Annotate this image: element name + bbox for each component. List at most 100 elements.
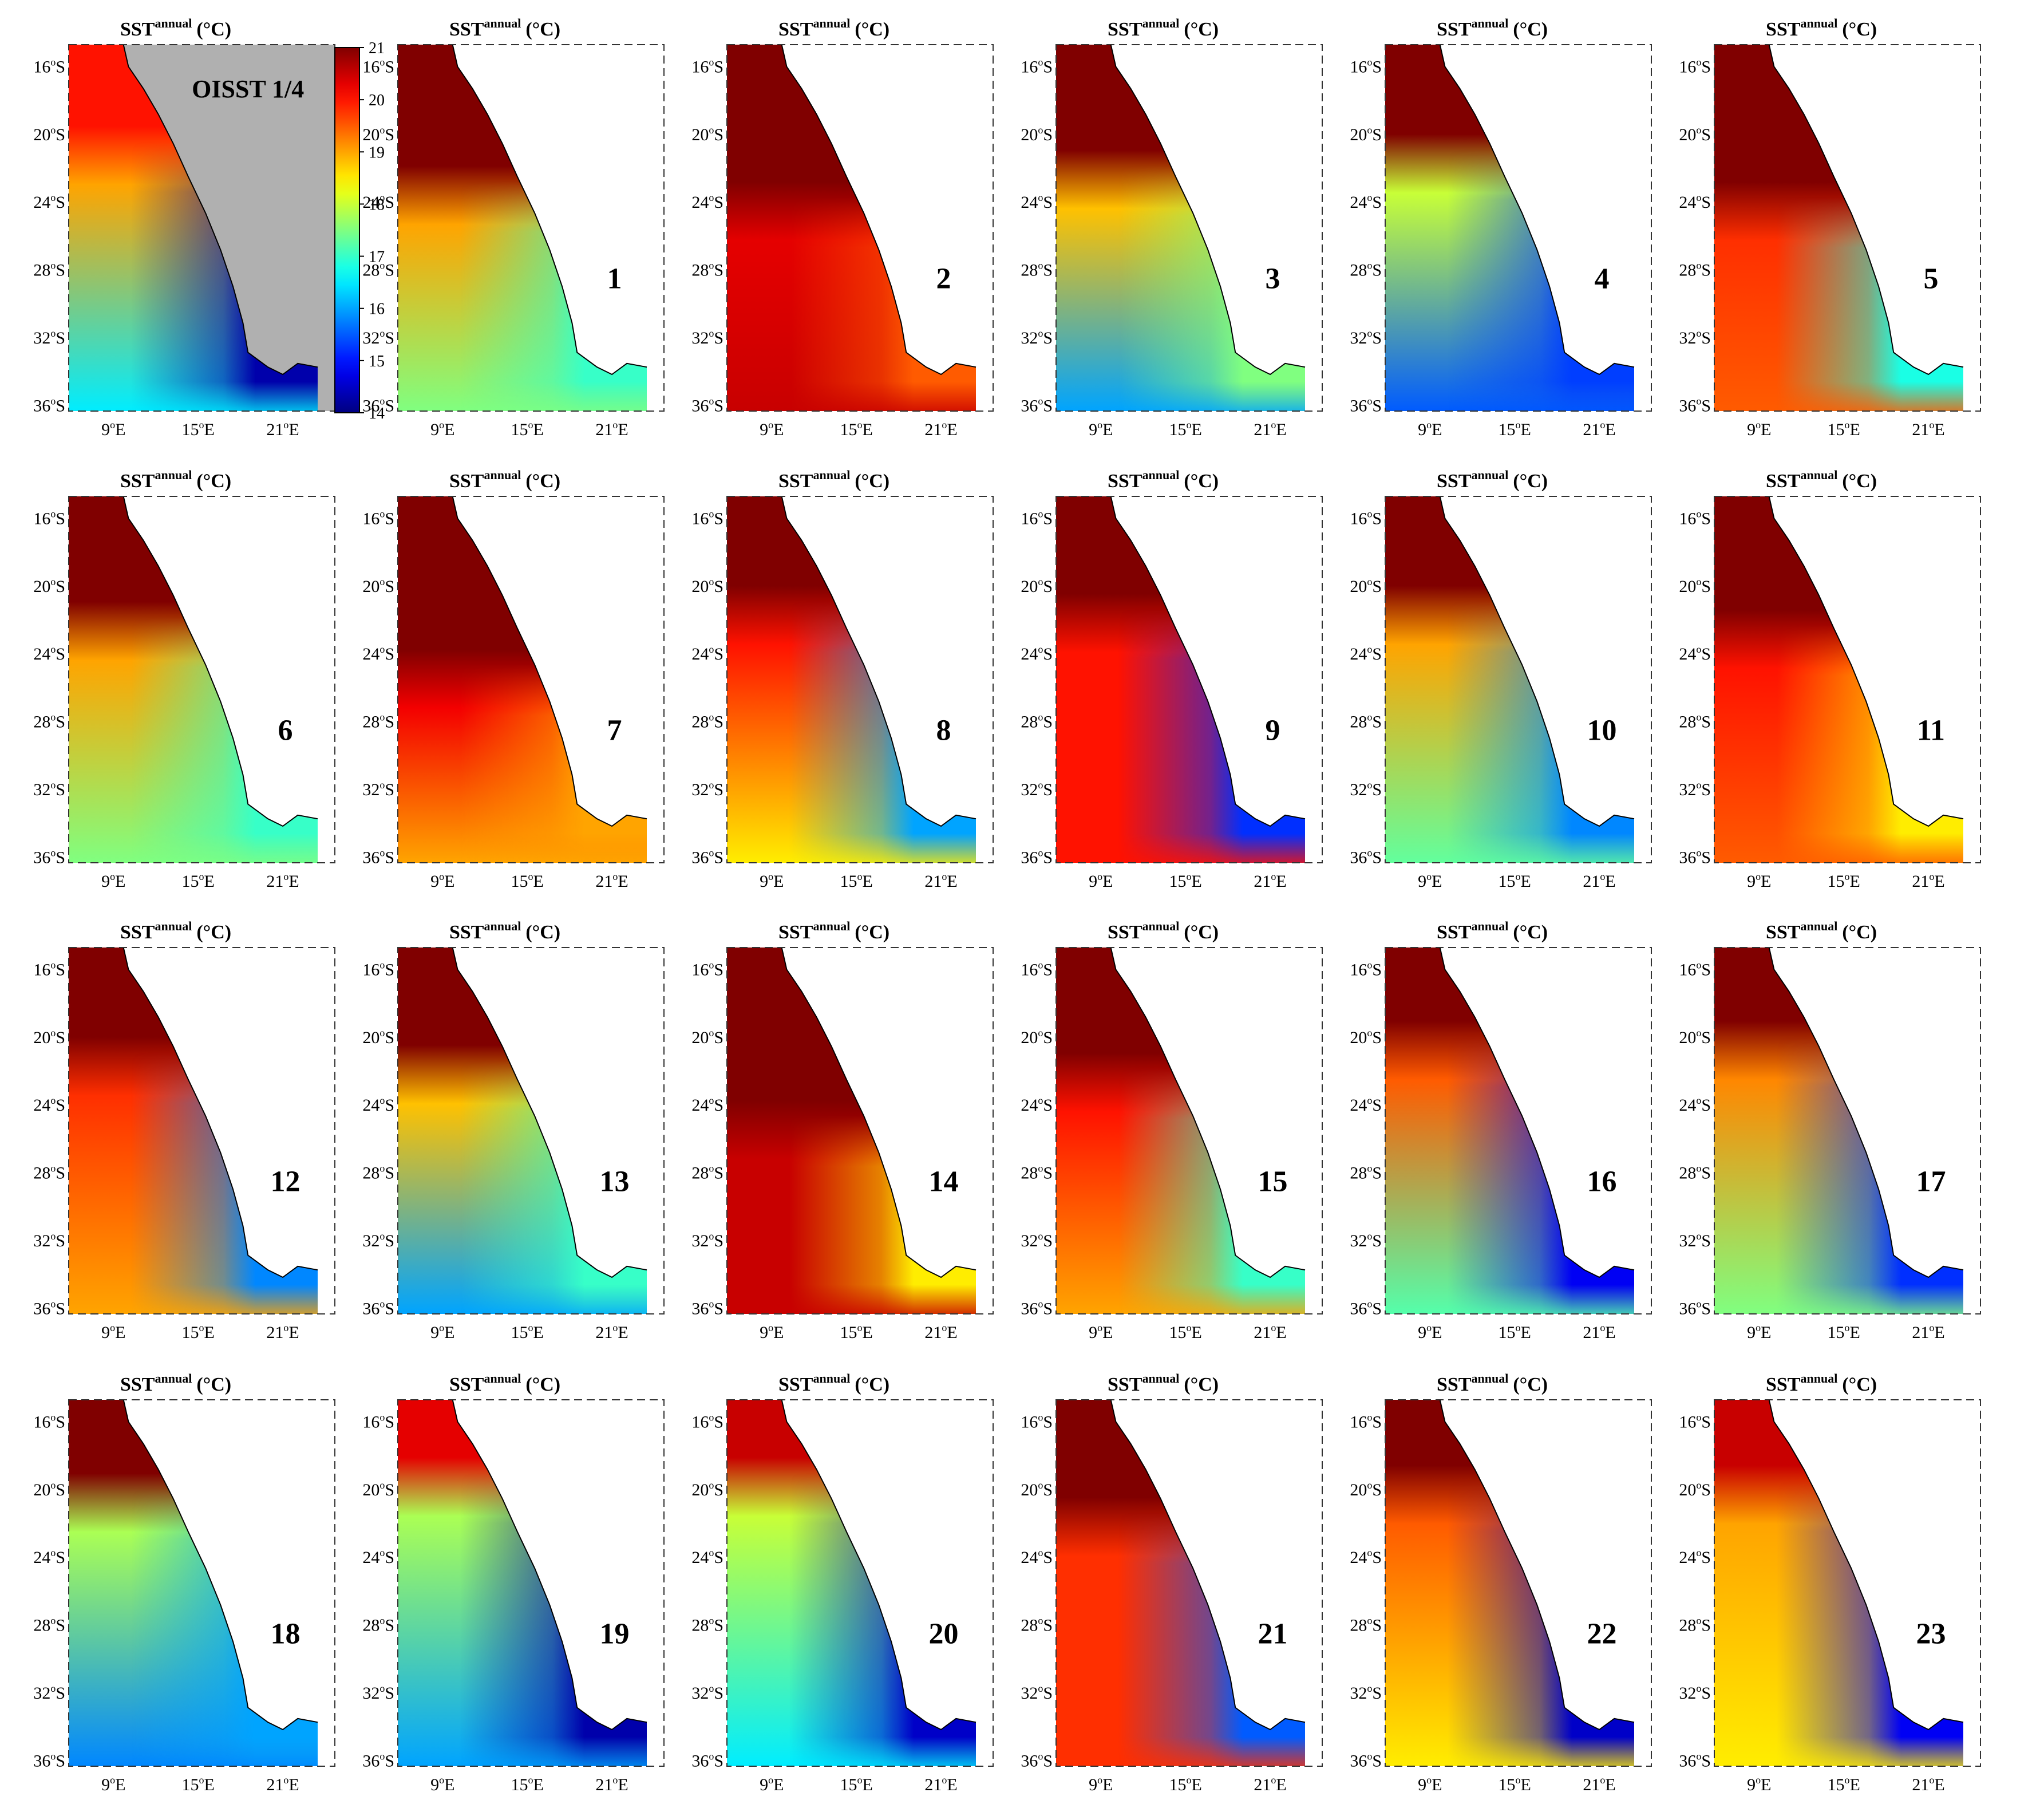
lat-tick-label: 24oS	[362, 644, 394, 664]
title-unit: (°C)	[855, 922, 889, 943]
lat-tick-label: 32oS	[691, 1683, 723, 1703]
panel-title: SSTannual (°C)	[1766, 468, 1877, 492]
panel-title: SSTannual (°C)	[1437, 919, 1548, 943]
panel-number: 22	[1587, 1618, 1616, 1651]
title-sup: annual	[813, 468, 850, 482]
coastline	[1439, 44, 1635, 376]
panel-number: 16	[1587, 1166, 1616, 1198]
colorbar-tick-label: 19	[369, 144, 385, 161]
land-mask	[1440, 496, 1651, 863]
title-main: SST	[1766, 471, 1801, 492]
lon-tick-label: 15oE	[840, 1774, 873, 1794]
lat-tick-label: 36oS	[691, 847, 723, 867]
panel-title: SSTannual (°C)	[120, 468, 231, 492]
lon-tick-label: 9oE	[101, 1774, 125, 1794]
lat-tick-label: 16oS	[1679, 1411, 1711, 1431]
title-sup: annual	[155, 1371, 192, 1385]
title-unit: (°C)	[196, 1374, 231, 1395]
title-main: SST	[449, 1374, 484, 1395]
lat-tick-label: 28oS	[1021, 1615, 1053, 1635]
lat-tick-label: 28oS	[1679, 1615, 1711, 1635]
lat-tick-label: 32oS	[691, 779, 723, 799]
title-sup: annual	[1800, 468, 1837, 482]
map-panel-9: SSTannual (°C) 16oS 20oS 24oS 28oS 32oS 36oS 9oE…	[1021, 468, 1323, 891]
panel-title: SSTannual (°C)	[1108, 1371, 1219, 1395]
lon-tick-label: 21oE	[924, 1774, 957, 1794]
coastline	[1768, 496, 1964, 827]
lat-tick-label: 16oS	[1021, 1411, 1053, 1431]
lat-tick-label: 24oS	[1679, 192, 1711, 212]
title-sup: annual	[1800, 16, 1837, 30]
title-sup: annual	[484, 919, 521, 933]
lon-tick-label: 15oE	[511, 871, 544, 891]
lat-tick-label: 36oS	[1679, 847, 1711, 867]
lat-tick-label: 36oS	[362, 1750, 394, 1770]
lon-tick-label: 9oE	[430, 419, 454, 439]
panel-title: SSTannual (°C)	[1108, 16, 1219, 40]
lat-tick-label: 36oS	[33, 395, 65, 415]
title-unit: (°C)	[855, 19, 889, 40]
panel-number: 3	[1265, 263, 1280, 295]
coastline	[452, 947, 647, 1278]
lat-tick-label: 16oS	[691, 1411, 723, 1431]
lat-tick-label: 24oS	[691, 1547, 723, 1567]
lon-tick-label: 9oE	[1418, 871, 1442, 891]
panel-number: 17	[1916, 1166, 1946, 1198]
map-frame	[1714, 1399, 1981, 1767]
lat-tick-label: 28oS	[691, 1615, 723, 1635]
title-main: SST	[120, 922, 155, 943]
panel-title: SSTannual (°C)	[778, 468, 889, 492]
map-panel-oisst: SSTannual (°C) 16oS 20oS 24oS 28oS 32oS 36oS 9oE…	[33, 16, 335, 439]
title-unit: (°C)	[855, 1374, 889, 1395]
lat-tick-label: 28oS	[1679, 1163, 1711, 1183]
lat-tick-label: 16oS	[691, 56, 723, 76]
lon-tick-label: 15oE	[840, 1322, 873, 1342]
map-panel-6: SSTannual (°C) 16oS 20oS 24oS 28oS 32oS 36oS 9oE…	[33, 468, 335, 891]
land-mask	[1440, 948, 1651, 1314]
title-main: SST	[778, 922, 813, 943]
lat-tick-label: 24oS	[362, 1547, 394, 1567]
lat-tick-label: 20oS	[1350, 1479, 1382, 1499]
panel-title: SSTannual (°C)	[449, 468, 560, 492]
colorbar-tick-label: 16	[369, 301, 385, 318]
lon-tick-label: 9oE	[1747, 1322, 1771, 1342]
lon-tick-label: 9oE	[101, 419, 125, 439]
coastline	[781, 1399, 976, 1731]
lon-tick-label: 21oE	[1254, 1322, 1286, 1342]
title-unit: (°C)	[1842, 471, 1877, 492]
colorbar-tick-label: 17	[369, 248, 385, 266]
title-main: SST	[1766, 922, 1801, 943]
title-main: SST	[449, 922, 484, 943]
map-panel-8: SSTannual (°C) 16oS 20oS 24oS 28oS 32oS 36oS 9oE…	[691, 468, 994, 891]
map-frame	[726, 44, 994, 412]
title-main: SST	[120, 1374, 155, 1395]
panel-number: 23	[1916, 1618, 1946, 1651]
map-panel-11: SSTannual (°C) 16oS 20oS 24oS 28oS 32oS 36oS 9oE…	[1679, 468, 1981, 891]
title-unit: (°C)	[196, 471, 231, 492]
title-sup: annual	[1142, 16, 1179, 30]
title-unit: (°C)	[1513, 471, 1548, 492]
panel-number: 15	[1258, 1166, 1287, 1198]
title-unit: (°C)	[1184, 471, 1219, 492]
lat-tick-label: 24oS	[1350, 1095, 1382, 1115]
lat-tick-label: 32oS	[362, 1230, 394, 1250]
lat-tick-label: 28oS	[1021, 712, 1053, 732]
lon-tick-label: 9oE	[1089, 1774, 1113, 1794]
map-frame	[68, 947, 335, 1314]
lon-tick-label: 9oE	[101, 871, 125, 891]
lat-tick-label: 28oS	[1021, 1163, 1053, 1183]
map-frame	[68, 496, 335, 863]
lat-tick-label: 20oS	[33, 576, 65, 596]
title-unit: (°C)	[1513, 19, 1548, 40]
lat-tick-label: 36oS	[33, 1298, 65, 1318]
lat-tick-label: 36oS	[691, 1298, 723, 1318]
lat-tick-label: 32oS	[1679, 1230, 1711, 1250]
land-mask	[1769, 45, 1980, 411]
panel-number: 2	[936, 263, 951, 295]
lon-tick-label: 15oE	[1499, 419, 1531, 439]
map-panel-15: SSTannual (°C) 16oS 20oS 24oS 28oS 32oS 36oS 9oE…	[1021, 919, 1323, 1342]
lon-tick-label: 9oE	[760, 871, 784, 891]
panel-title: SSTannual (°C)	[1108, 919, 1219, 943]
lat-tick-label: 32oS	[691, 1230, 723, 1250]
lon-tick-label: 21oE	[595, 871, 628, 891]
